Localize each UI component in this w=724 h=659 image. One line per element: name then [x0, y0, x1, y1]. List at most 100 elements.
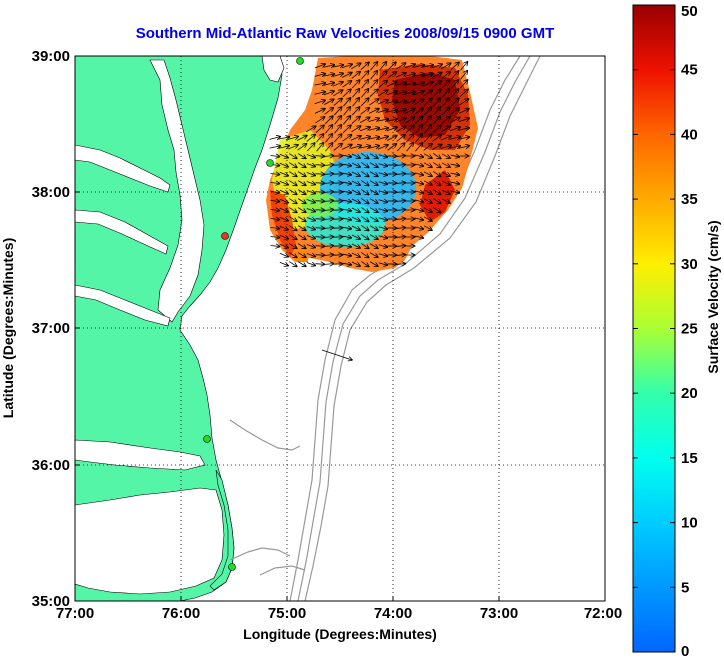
velocity-arrow — [315, 246, 325, 247]
velocity-arrow — [459, 89, 468, 97]
velocity-arrow — [442, 98, 450, 107]
x-tick-labels: 77:00 76:00 75:00 74:00 73:00 72:00 — [56, 605, 622, 622]
velocity-arrow — [424, 107, 431, 116]
velocity-arrow — [287, 136, 299, 140]
velocity-arrow — [369, 153, 378, 159]
velocity-arrow — [433, 189, 440, 194]
velocity-arrow — [414, 164, 424, 166]
velocity-arrow — [458, 109, 469, 114]
velocity-arrow — [386, 110, 398, 112]
x-tick-label: 72:00 — [584, 605, 622, 622]
velocity-arrow — [451, 71, 458, 80]
velocity-arrow — [406, 134, 413, 143]
velocity-arrow — [314, 109, 325, 114]
velocity-arrow — [315, 165, 325, 166]
velocity-arrow — [324, 246, 334, 247]
velocity-arrow — [442, 89, 450, 98]
velocity-arrow — [441, 126, 450, 133]
velocity-arrow — [323, 91, 334, 96]
velocity-arrow — [369, 207, 378, 213]
velocity-arrow — [433, 198, 440, 203]
velocity-arrow — [341, 73, 352, 78]
velocity-arrow — [413, 65, 425, 67]
velocity-arrow — [306, 172, 315, 175]
velocity-arrow — [361, 189, 368, 194]
velocity-arrow — [413, 99, 424, 106]
velocity-patch-darkred — [392, 72, 460, 138]
velocity-arrow — [297, 261, 306, 267]
velocity-arrow — [369, 171, 378, 177]
velocity-arrow — [378, 81, 387, 88]
velocity-arrow — [395, 92, 407, 94]
velocity-arrow — [449, 137, 461, 140]
velocity-arrow — [342, 89, 351, 98]
colorbar-tick-label: 5 — [681, 579, 689, 596]
velocity-arrow — [441, 153, 450, 158]
velocity-arrow — [450, 182, 460, 184]
velocity-arrow — [378, 71, 387, 80]
velocity-arrow — [289, 252, 297, 258]
isolated-vector — [321, 349, 352, 360]
velocity-arrow — [315, 219, 325, 220]
velocity-arrow — [351, 180, 360, 185]
velocity-arrow — [361, 234, 368, 239]
velocity-arrow — [387, 144, 397, 151]
colorbar-tick-labels: 0 5 10 15 20 25 30 35 40 45 50 — [681, 3, 698, 659]
velocity-arrow — [369, 99, 378, 106]
velocity-arrow — [378, 218, 388, 220]
velocity-arrow — [289, 243, 297, 249]
velocity-arrow — [396, 219, 406, 220]
velocity-arrow — [361, 216, 368, 221]
velocity-arrow — [432, 125, 441, 134]
velocity-arrow — [451, 89, 458, 98]
velocity-arrow — [306, 262, 315, 265]
velocity-arrow — [289, 234, 297, 240]
velocity-arrow — [422, 73, 434, 77]
velocity-arrow — [324, 219, 334, 220]
velocity-arrow — [297, 144, 307, 151]
velocity-arrow — [306, 154, 315, 157]
velocity-arrow — [423, 225, 432, 230]
velocity-arrow — [368, 137, 380, 139]
velocity-arrow — [395, 110, 407, 113]
velocity-arrow — [316, 143, 324, 152]
velocity-arrow — [343, 98, 350, 107]
velocity-arrow — [396, 201, 406, 202]
velocity-arrow — [404, 74, 416, 77]
velocity-arrow — [306, 199, 315, 202]
velocity-arrow — [315, 264, 325, 265]
axis-ticks — [74, 55, 606, 602]
albemarle-sound — [75, 439, 206, 471]
velocity-arrow — [306, 163, 315, 166]
velocity-arrow — [351, 72, 361, 79]
velocity-arrow — [414, 218, 424, 220]
colorbar-tick-label: 10 — [681, 515, 698, 532]
velocity-arrow — [323, 83, 335, 86]
velocity-arrow — [296, 136, 307, 141]
plot-area — [75, 56, 605, 601]
velocity-arrow — [433, 116, 440, 125]
velocity-arrow — [458, 118, 469, 123]
velocity-arrow — [342, 81, 352, 88]
velocity-arrow — [342, 245, 352, 247]
colorbar-tick-label: 40 — [681, 126, 698, 143]
velocity-arrow — [361, 243, 368, 248]
velocity-arrow — [369, 225, 378, 231]
velocity-arrow — [369, 234, 378, 240]
velocity-arrow — [413, 83, 425, 86]
velocity-arrows — [269, 62, 470, 267]
velocity-arrow — [404, 64, 415, 69]
velocity-arrow — [377, 136, 389, 140]
velocity-arrow — [378, 200, 388, 202]
velocity-arrow — [433, 180, 440, 185]
velocity-arrow — [334, 116, 342, 125]
colorbar-tick-label: 15 — [681, 450, 698, 467]
velocity-arrow — [351, 80, 360, 89]
velocity-arrow — [351, 261, 360, 266]
velocity-arrow — [423, 134, 432, 143]
velocity-arrow — [324, 156, 334, 157]
velocity-arrow — [360, 62, 369, 71]
velocity-arrow — [334, 125, 342, 134]
velocity-arrow — [440, 136, 451, 141]
velocity-arrow — [324, 228, 334, 229]
